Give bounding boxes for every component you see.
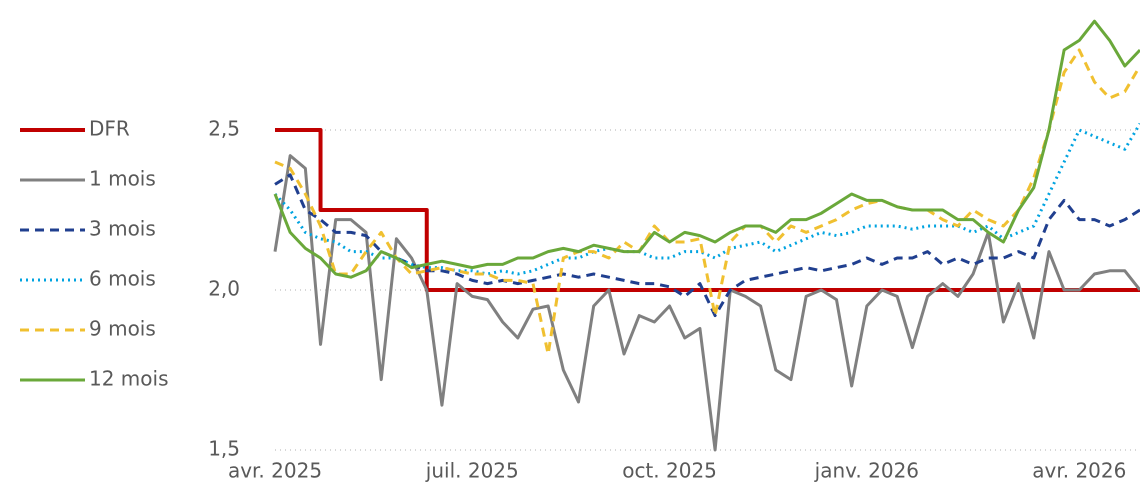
legend-label: DFR: [89, 117, 130, 141]
x-tick-label: oct. 2025: [622, 459, 717, 483]
series-line: [273, 122, 1140, 276]
x-tick-label: avr. 2026: [1032, 459, 1126, 483]
y-tick-label: 2,5: [208, 117, 240, 141]
series-line: [274, 173, 1140, 318]
y-tick-label: 1,5: [208, 437, 240, 461]
x-tick-label: juil. 2025: [425, 459, 519, 483]
series-line: [273, 19, 1140, 279]
series-line: [274, 48, 1140, 356]
legend-label: 3 mois: [89, 217, 156, 241]
legend-label: 12 mois: [89, 367, 169, 391]
legend-label: 9 mois: [89, 317, 156, 341]
x-tick-label: janv. 2026: [814, 459, 919, 483]
series-line: [273, 154, 1140, 452]
legend-label: 6 mois: [89, 267, 156, 291]
legend-label: 1 mois: [89, 167, 156, 191]
y-tick-label: 2,0: [208, 277, 240, 301]
x-tick-label: avr. 2025: [228, 459, 322, 483]
